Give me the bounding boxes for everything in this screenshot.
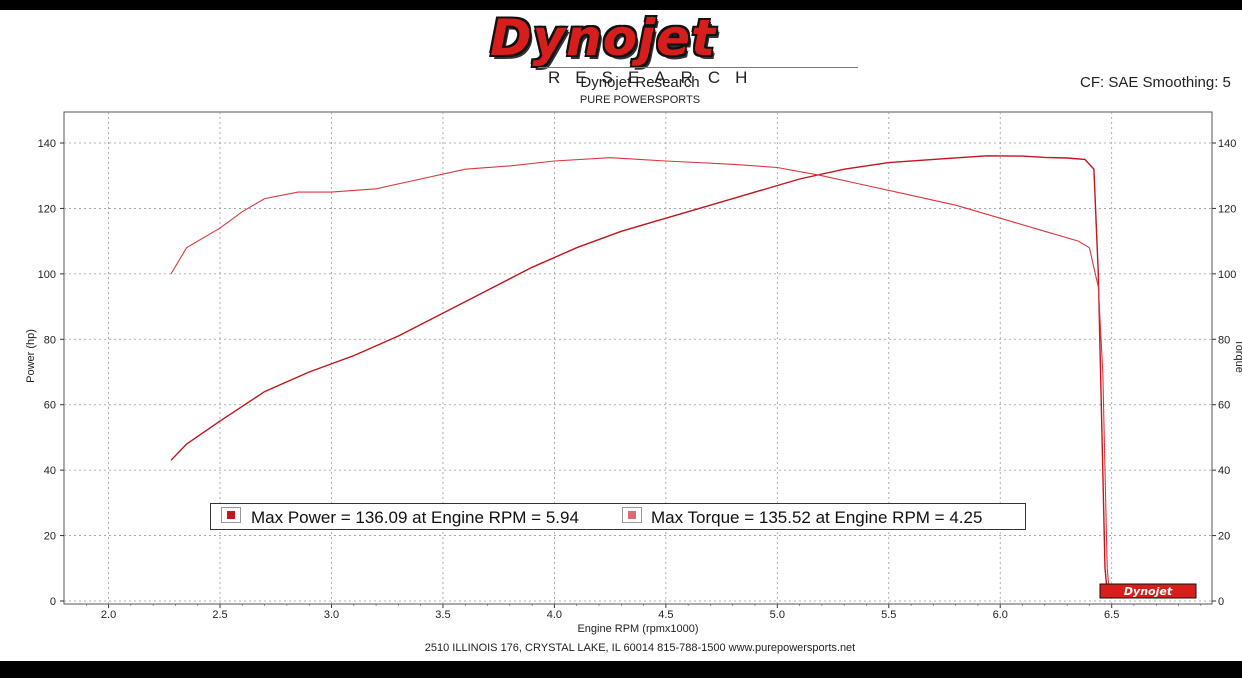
y-tick-label: 80 <box>44 334 56 346</box>
x-tick-label: 6.0 <box>993 609 1008 621</box>
chart-title: Dynojet Research <box>580 74 700 91</box>
y2-tick-label: 140 <box>1218 138 1236 150</box>
y-tick-label: 60 <box>44 400 56 412</box>
y-tick-label: 120 <box>38 203 56 215</box>
bottom-black-bar <box>0 661 1242 678</box>
y-tick-label: 40 <box>44 465 56 477</box>
plot-frame <box>63 111 1213 605</box>
torque-curve <box>170 157 1111 595</box>
legend-swatch-power <box>221 507 241 523</box>
x-axis-label: Engine RPM (rpmx1000) <box>577 623 698 635</box>
top-black-bar <box>0 0 1242 10</box>
legend-torque-label: Max Torque = 135.52 at Engine RPM = 4.25 <box>651 508 983 527</box>
y2-tick-label: 20 <box>1218 531 1230 543</box>
grid-lines <box>64 112 1212 604</box>
footer-address: 2510 ILLINOIS 176, CRYSTAL LAKE, IL 6001… <box>424 642 856 654</box>
y2-tick-label: 100 <box>1218 269 1236 281</box>
legend: Max Power = 136.09 at Engine RPM = 5.94 … <box>210 503 1026 530</box>
mini-logo-text: Dynojet <box>1124 585 1173 598</box>
y-tick-label: 140 <box>38 138 56 150</box>
legend-power-label: Max Power = 136.09 at Engine RPM = 5.94 <box>251 508 579 527</box>
x-tick-label: 3.5 <box>435 609 450 621</box>
x-tick-label: 2.0 <box>101 609 116 621</box>
x-tick-label: 4.0 <box>547 609 562 621</box>
logo-subtitle: RESEARCH <box>548 68 763 87</box>
x-tick-label: 5.0 <box>770 609 785 621</box>
y2-tick-label: 80 <box>1218 334 1230 346</box>
y2-axis-label: Torque <box>1233 339 1242 373</box>
x-tick-label: 5.5 <box>881 609 896 621</box>
logo-rule <box>538 67 858 68</box>
dynojet-logo: Dynojet RESEARCH <box>388 9 858 87</box>
series-lines <box>170 155 1111 598</box>
x-tick-label: 3.0 <box>324 609 339 621</box>
y2-tick-label: 120 <box>1218 203 1236 215</box>
logo-wordmark: Dynojet <box>490 9 716 67</box>
y-tick-label: 20 <box>44 531 56 543</box>
chart-subtitle: PURE POWERSPORTS <box>579 94 701 106</box>
y2-tick-label: 40 <box>1218 465 1230 477</box>
legend-swatch-torque <box>622 507 642 523</box>
y2-axis-ticks: 0 20 40 60 80 100 120 140 <box>1212 138 1236 608</box>
x-tick-label: 4.5 <box>658 609 673 621</box>
cf-smoothing-label: CF: SAE Smoothing: 5 <box>1080 74 1231 91</box>
y-axis-ticks: 0 20 40 60 80 100 120 140 <box>38 138 64 608</box>
power-curve <box>170 155 1111 598</box>
y-tick-label: 0 <box>50 596 56 608</box>
y2-tick-label: 0 <box>1218 596 1224 608</box>
x-tick-label: 6.5 <box>1104 609 1119 621</box>
y2-tick-label: 60 <box>1218 400 1230 412</box>
dyno-chart: 2.0 2.5 3.0 3.5 4.0 4.5 5.0 5.5 6.0 6.5 0 20 40 60 80… <box>25 111 1242 635</box>
y-tick-label: 100 <box>38 269 56 281</box>
y-axis-label: Power (hp) <box>25 329 37 383</box>
dynojet-mini-logo: Dynojet <box>1099 583 1197 599</box>
legend-swatch-power-fill <box>227 511 235 519</box>
x-axis-ticks: 2.0 2.5 3.0 3.5 4.0 4.5 5.0 5.5 6.0 6.5 <box>85 604 1202 621</box>
x-tick-label: 2.5 <box>212 609 227 621</box>
legend-swatch-torque-fill <box>628 511 636 519</box>
